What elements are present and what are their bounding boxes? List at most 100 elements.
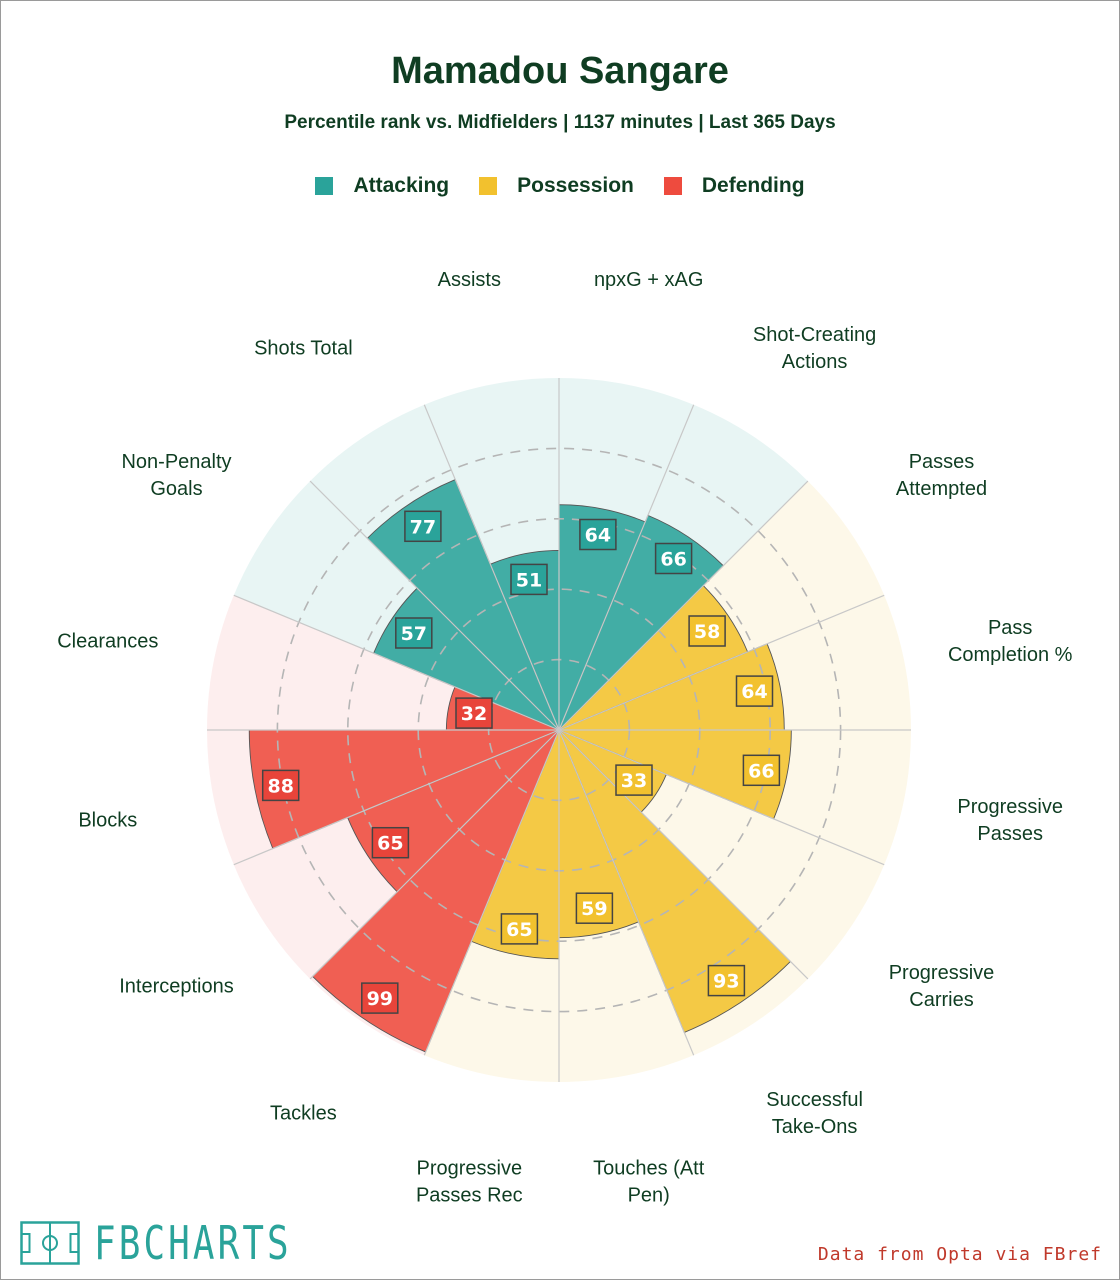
data-source: Data from Opta via FBref <box>817 1244 1102 1265</box>
category-label: Clearances <box>57 630 158 652</box>
value-label-box <box>361 982 399 1014</box>
value-label-box <box>707 964 746 997</box>
value-label-box <box>688 615 726 647</box>
category-label-line: Touches (Att <box>593 1158 705 1180</box>
value-label-box <box>455 697 493 729</box>
value-label-box <box>735 675 774 707</box>
value-label: 58 <box>694 621 720 643</box>
legend-swatch-possession <box>479 177 498 195</box>
value-label-box <box>500 913 539 945</box>
category-label: Successful Take-Ons <box>766 1089 863 1138</box>
value-label-box <box>404 510 442 543</box>
category-label-line: Shots Total <box>254 338 353 360</box>
radial-divider <box>309 480 560 731</box>
category-label-line: Successful <box>766 1089 863 1111</box>
category-label-line: npxG + xAG <box>594 269 704 291</box>
category-label-line: Tackles <box>270 1103 337 1125</box>
value-label-box <box>371 826 410 859</box>
category-label: Shot-Creating Actions <box>753 324 876 373</box>
category-label: Interceptions <box>119 976 234 998</box>
category-label-line: Blocks <box>78 810 137 832</box>
value-label-box <box>742 754 781 787</box>
value-label: 66 <box>748 760 774 782</box>
value-label-box <box>261 769 300 802</box>
category-label: Progressive Passes Rec <box>416 1158 523 1207</box>
chart-title: Mamadou Sangare <box>391 50 729 92</box>
category-label-line: Goals <box>150 478 202 500</box>
value-label-box <box>615 764 653 796</box>
brand-wordmark: FBCHARTS <box>94 1216 292 1270</box>
category-label-line: Carries <box>909 989 973 1011</box>
legend-item-defending: Defending <box>663 174 805 198</box>
value-bar <box>558 729 792 1034</box>
category-label: Tackles <box>270 1103 337 1125</box>
category-label-line: Attempted <box>896 478 987 500</box>
category-label: Progressive Carries <box>889 962 995 1011</box>
radial-divider <box>558 729 809 980</box>
value-label-box <box>654 542 693 575</box>
value-bar <box>311 729 560 1053</box>
legend-label-defending: Defending <box>701 174 805 197</box>
legend-item-attacking: Attacking <box>315 174 449 198</box>
category-label-line: Take-Ons <box>772 1116 858 1138</box>
value-label: 32 <box>461 703 487 725</box>
legend-swatch-attacking <box>315 177 334 195</box>
category-label: Shots Total <box>254 338 353 360</box>
value-label: 33 <box>621 770 647 792</box>
value-label: 51 <box>516 569 542 591</box>
value-label: 66 <box>660 549 686 571</box>
category-label-line: Clearances <box>57 630 158 652</box>
legend-label-attacking: Attacking <box>353 174 450 197</box>
category-label-line: Passes <box>909 451 975 473</box>
category-label: Pass Completion % <box>948 617 1073 666</box>
category-label-line: Non-Penalty <box>121 451 231 473</box>
category-label-line: Progressive <box>889 962 995 984</box>
value-label: 65 <box>377 833 403 855</box>
value-label: 99 <box>367 988 393 1010</box>
value-label-box <box>579 518 617 551</box>
category-label-line: Pass <box>988 617 1032 639</box>
category-label-line: Assists <box>438 269 501 291</box>
chart-subtitle: Percentile rank vs. Midfielders | 1137 m… <box>284 112 836 133</box>
category-label-line: Pen) <box>628 1185 670 1207</box>
category-label: Blocks <box>78 810 137 832</box>
value-label: 57 <box>401 623 427 645</box>
category-label-line: Progressive <box>957 796 1063 818</box>
category-label-line: Progressive <box>416 1158 522 1180</box>
category-label: Touches (Att Pen) <box>593 1158 705 1207</box>
category-label: Assists <box>438 269 501 291</box>
category-label: npxG + xAG <box>594 269 704 291</box>
category-label-line: Actions <box>782 351 848 373</box>
radial-divider <box>558 729 885 866</box>
category-label-line: Completion % <box>948 644 1073 666</box>
category-label-line: Passes <box>977 823 1043 845</box>
radial-divider <box>558 480 809 731</box>
value-bar <box>248 729 560 850</box>
legend-swatch-defending <box>663 177 682 195</box>
value-label-box <box>395 617 433 649</box>
category-label: Progressive Passes <box>957 796 1063 845</box>
value-label-box <box>510 563 548 596</box>
value-label: 93 <box>713 971 739 993</box>
value-label: 77 <box>410 516 436 538</box>
radial-divider <box>558 404 695 731</box>
pitch-logo-icon <box>20 1221 80 1265</box>
value-label: 65 <box>506 919 532 941</box>
radial-divider <box>423 404 560 731</box>
radial-divider <box>233 729 560 866</box>
category-label-line: Shot-Creating <box>753 324 876 346</box>
brand: FBCHARTS <box>20 1216 348 1270</box>
legend-label-possession: Possession <box>517 174 634 197</box>
legend-item-possession: Possession <box>479 174 634 198</box>
value-label: 64 <box>741 681 767 703</box>
category-label-line: Passes Rec <box>416 1185 523 1207</box>
radial-divider <box>423 729 560 1056</box>
value-label: 59 <box>581 898 607 920</box>
category-label-line: Interceptions <box>119 976 234 998</box>
category-label: Non-Penalty Goals <box>121 451 231 500</box>
radial-divider <box>309 729 560 980</box>
category-label: Passes Attempted <box>896 451 987 500</box>
radial-divider <box>558 729 695 1056</box>
value-label: 88 <box>267 775 293 797</box>
